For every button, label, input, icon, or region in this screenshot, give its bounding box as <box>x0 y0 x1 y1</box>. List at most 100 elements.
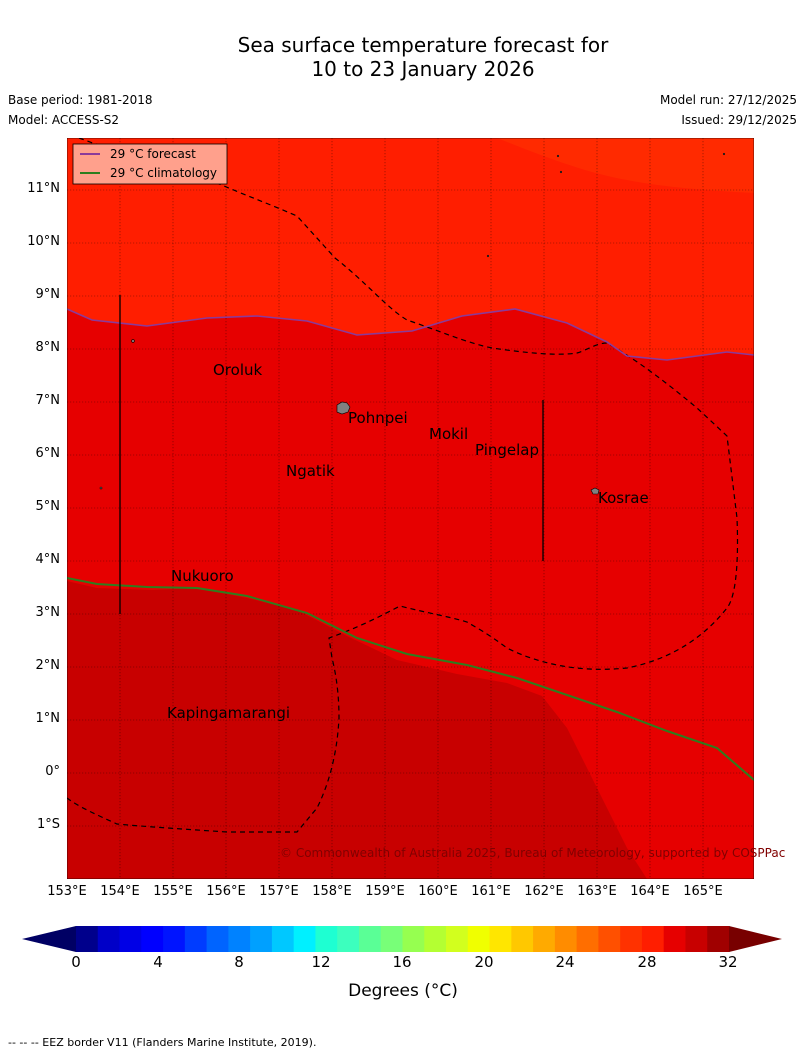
lat-tick-0: 0° <box>45 764 60 779</box>
colorbar-over-arrow <box>729 926 782 952</box>
lon-tick-158e: 158°E <box>312 884 352 899</box>
label-kapingamarangi: Kapingamarangi <box>167 704 290 722</box>
lon-tick-159e: 159°E <box>365 884 405 899</box>
lon-tick-164e: 164°E <box>630 884 670 899</box>
label-pohnpei: Pohnpei <box>348 409 408 427</box>
western-islet <box>99 486 103 490</box>
kosrae-island <box>590 487 600 495</box>
colorbar-cell <box>184 926 208 952</box>
colorbar-tick-0: 0 <box>71 953 81 971</box>
colorbar-cell <box>467 926 491 952</box>
climatology-29c-contour <box>67 577 754 781</box>
northeast-islet-2 <box>559 170 563 174</box>
lon-tick-165e: 165°E <box>683 884 723 899</box>
colorbar-under-arrow <box>22 926 76 952</box>
base-period: Base period: 1981-2018 <box>8 93 153 107</box>
map-copyright: © Commonwealth of Australia 2025, Bureau… <box>280 846 786 860</box>
colorbar-cell <box>228 926 251 952</box>
sst-region-above-30 <box>67 581 647 879</box>
title-line-1: Sea surface temperature forecast for <box>237 33 609 57</box>
lon-tick-154e: 154°E <box>100 884 140 899</box>
colorbar-cell <box>337 926 360 952</box>
colorbar-cell <box>315 926 338 952</box>
colorbar-tick-12: 12 <box>311 953 331 971</box>
issued-date: Issued: 29/12/2025 <box>681 113 797 127</box>
sst-region-light-north <box>497 138 754 193</box>
eez-footnote: -- -- -- EEZ border V11 (Flanders Marine… <box>8 1036 317 1049</box>
label-kosrae: Kosrae <box>598 489 649 507</box>
colorbar-cell <box>489 926 512 952</box>
lon-tick-162e: 162°E <box>524 884 564 899</box>
northern-islet <box>486 254 490 258</box>
colorbar-cell <box>358 926 382 952</box>
sst-map: Oroluk Pohnpei Mokil Pingelap Ngatik Kos… <box>67 138 754 879</box>
model-name: Model: ACCESS-S2 <box>8 113 120 127</box>
lat-tick-5n: 5°N <box>35 499 61 514</box>
lat-tick-1n: 1°N <box>35 711 61 726</box>
colorbar-tick-24: 24 <box>555 953 575 971</box>
lon-tick-161e: 161°E <box>471 884 511 899</box>
label-nukuoro: Nukuoro <box>171 567 234 585</box>
lat-tick-11n: 11°N <box>27 181 60 196</box>
colorbar-tick-32: 32 <box>718 953 738 971</box>
eez-border <box>67 138 739 833</box>
lat-tick-2n: 2°N <box>35 658 61 673</box>
lat-tick-1s: 1°S <box>36 817 60 832</box>
colorbar-cell <box>598 926 621 952</box>
colorbar-cell <box>380 926 404 952</box>
colorbar-cell <box>446 926 469 952</box>
lon-tick-156e: 156°E <box>206 884 246 899</box>
label-pingelap: Pingelap <box>475 441 539 459</box>
colorbar-cell <box>424 926 447 952</box>
colorbar-cell <box>250 926 273 952</box>
colorbar-tick-4: 4 <box>153 953 163 971</box>
colorbar-cell <box>119 926 142 952</box>
lat-tick-8n: 8°N <box>35 340 61 355</box>
legend-forecast-label: 29 °C forecast <box>110 147 196 161</box>
northeast-islet-3 <box>722 152 726 156</box>
lat-tick-6n: 6°N <box>35 446 61 461</box>
oroluk-islet <box>131 339 135 343</box>
label-oroluk: Oroluk <box>213 361 262 379</box>
colorbar-cell <box>641 926 665 952</box>
islands <box>99 152 726 495</box>
colorbar-cell <box>76 926 99 952</box>
legend-climatology-label: 29 °C climatology <box>110 166 217 180</box>
colorbar-units: Degrees (°C) <box>348 981 458 1001</box>
colorbar-tick-8: 8 <box>234 953 244 971</box>
colorbar-tick-16: 16 <box>392 953 412 971</box>
lon-tick-155e: 155°E <box>153 884 193 899</box>
lon-tick-157e: 157°E <box>259 884 299 899</box>
colorbar-cell <box>576 926 599 952</box>
map-legend: 29 °C forecast 29 °C climatology <box>72 143 228 185</box>
label-mokil: Mokil <box>429 425 468 443</box>
colorbar-cell <box>141 926 164 952</box>
colorbar-cell <box>511 926 534 952</box>
title-line-2: 10 to 23 January 2026 <box>311 57 535 81</box>
lat-tick-4n: 4°N <box>35 552 61 567</box>
colorbar-cell <box>206 926 229 952</box>
lon-tick-153e: 153°E <box>47 884 87 899</box>
colorbar-cell <box>97 926 121 952</box>
colorbar <box>22 926 782 952</box>
colorbar-cell <box>685 926 708 952</box>
colorbar-cell <box>663 926 687 952</box>
pohnpei-island <box>336 401 351 415</box>
lat-tick-10n: 10°N <box>27 234 60 249</box>
label-ngatik: Ngatik <box>286 462 335 480</box>
colorbar-cell <box>402 926 425 952</box>
lat-tick-9n: 9°N <box>35 287 61 302</box>
northeast-islet-1 <box>556 154 560 158</box>
lon-tick-160e: 160°E <box>418 884 458 899</box>
model-run: Model run: 27/12/2025 <box>659 93 797 107</box>
map-grid <box>67 138 754 879</box>
colorbar-cell <box>533 926 556 952</box>
forecast-29c-contour <box>67 308 754 361</box>
colorbar-tick-20: 20 <box>474 953 494 971</box>
colorbar-tick-28: 28 <box>637 953 657 971</box>
colorbar-cell <box>293 926 317 952</box>
colorbar-cell <box>271 926 295 952</box>
colorbar-cell <box>620 926 643 952</box>
lon-tick-163e: 163°E <box>577 884 617 899</box>
lat-tick-3n: 3°N <box>35 605 61 620</box>
